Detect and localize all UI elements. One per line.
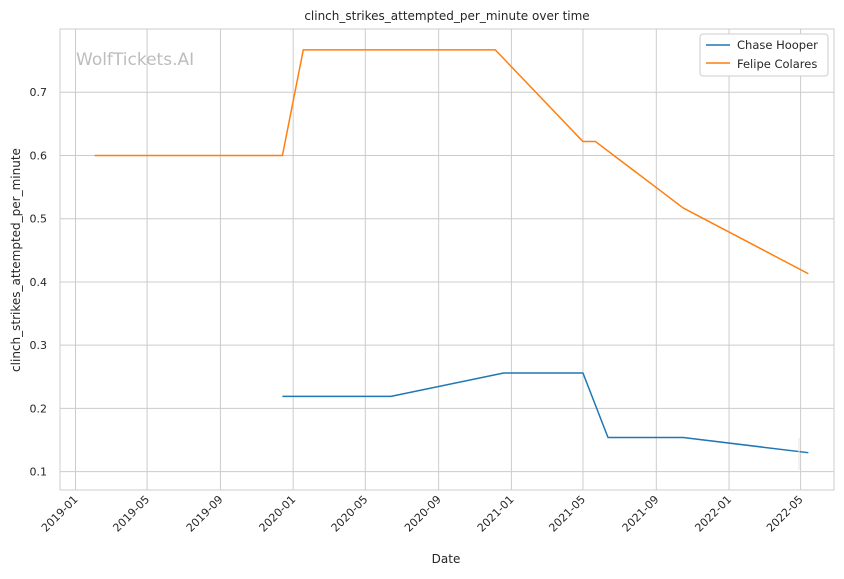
y-tick-label-0.4: 0.4 bbox=[30, 276, 48, 289]
legend: Chase Hooper Felipe Colares bbox=[699, 33, 829, 77]
series-line-felipe-colares bbox=[94, 49, 809, 275]
x-tick-label-2021-09: 2021-09 bbox=[620, 493, 662, 535]
x-tick-label-2019-05: 2019-05 bbox=[110, 493, 152, 535]
x-tick-label-2022-05: 2022-05 bbox=[764, 493, 806, 535]
y-tick-label-0.3: 0.3 bbox=[30, 339, 48, 352]
x-tick-label-2019-09: 2019-09 bbox=[184, 493, 226, 535]
y-tick-label-0.1: 0.1 bbox=[30, 466, 48, 479]
x-axis-label: Date bbox=[432, 552, 461, 566]
y-tick-label-0.7: 0.7 bbox=[30, 86, 48, 99]
plot-area bbox=[60, 29, 834, 490]
y-tick-label-0.2: 0.2 bbox=[30, 402, 48, 415]
x-tick-label-2021-05: 2021-05 bbox=[546, 493, 588, 535]
x-tick-label-2020-01: 2020-01 bbox=[257, 493, 299, 535]
y-tick-label-0.6: 0.6 bbox=[30, 149, 48, 162]
x-tick-label-2020-05: 2020-05 bbox=[329, 493, 371, 535]
legend-label-felipe-colares: Felipe Colares bbox=[737, 57, 817, 71]
x-tick-label-2019-01: 2019-01 bbox=[39, 493, 81, 535]
chart-title: clinch_strikes_attempted_per_minute over… bbox=[304, 9, 589, 23]
y-axis-label: clinch_strikes_attempted_per_minute bbox=[9, 148, 23, 372]
y-tick-labels: 0.1 0.2 0.3 0.4 0.5 0.6 0.7 bbox=[30, 86, 48, 478]
watermark-text: WolfTickets.AI bbox=[76, 50, 194, 70]
series-layer bbox=[94, 49, 809, 454]
x-tick-labels: 2019-01 2019-05 2019-09 2020-01 2020-05 2020-… bbox=[39, 493, 806, 535]
series-line-chase-hooper bbox=[282, 372, 809, 454]
x-tick-label-2021-01: 2021-01 bbox=[475, 493, 517, 535]
plot-frame bbox=[59, 28, 835, 491]
grid-layer bbox=[60, 29, 834, 490]
y-tick-label-0.5: 0.5 bbox=[30, 213, 48, 226]
legend-box bbox=[699, 33, 829, 77]
x-tick-label-2022-01: 2022-01 bbox=[692, 493, 734, 535]
x-tick-label-2020-09: 2020-09 bbox=[402, 493, 444, 535]
legend-label-chase-hooper: Chase Hooper bbox=[737, 38, 818, 52]
